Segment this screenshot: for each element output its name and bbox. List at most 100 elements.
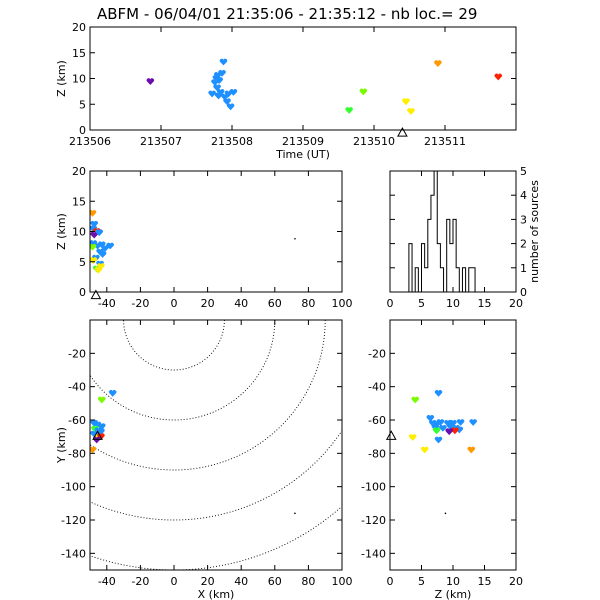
x-tick-label: 40 xyxy=(234,297,248,310)
x-tick-label: 60 xyxy=(268,575,282,588)
source-point xyxy=(226,103,235,111)
source-point xyxy=(436,419,445,426)
source-point xyxy=(95,229,103,237)
source-point xyxy=(90,240,98,247)
stray-point xyxy=(444,512,447,515)
y-tick-label: -100 xyxy=(61,481,86,494)
source-point xyxy=(97,428,105,436)
y-axis-label: Z (km) xyxy=(55,213,68,250)
source-point xyxy=(229,89,238,96)
source-point xyxy=(108,390,117,397)
source-point xyxy=(434,436,443,444)
source-point xyxy=(90,231,98,239)
range-ring xyxy=(90,429,342,521)
panel-x_y: -40 -20 0 20 40 60 80 100 -140 -120 -100 -80 -60 -40 -… xyxy=(55,319,353,600)
x-tick-label: -40 xyxy=(98,297,116,310)
x-tick-label: 213507 xyxy=(140,135,182,148)
y-tick-label: -60 xyxy=(68,414,86,427)
y-tick-label: 15 xyxy=(72,195,86,208)
station-marker xyxy=(92,430,103,440)
plot-area-histogram xyxy=(408,171,476,292)
x-tick-label: 20 xyxy=(201,297,215,310)
y-tick-label: -120 xyxy=(61,514,86,527)
x-tick-label: 60 xyxy=(268,297,282,310)
plot-area-x_z xyxy=(90,210,296,274)
y-axis-label: number of sources xyxy=(528,180,541,283)
source-point xyxy=(90,430,98,438)
plot-frame xyxy=(89,170,343,293)
source-point xyxy=(449,420,457,427)
x-tick-label: -40 xyxy=(98,575,116,588)
plot-frame xyxy=(389,319,517,571)
source-point xyxy=(93,436,101,444)
y-tick-label: -40 xyxy=(368,381,386,394)
source-point xyxy=(456,419,465,426)
x-tick-label: 40 xyxy=(234,575,248,588)
source-point xyxy=(467,446,475,454)
x-tick-label: 10 xyxy=(446,297,460,310)
panel-z_y: 0 5 10 15 20 -140 -120 -100 -80 -60 -40 -20 Z (km) xyxy=(361,319,523,600)
y-tick-label: -120 xyxy=(361,514,386,527)
y-tick-label: -60 xyxy=(368,414,386,427)
plot-frame xyxy=(89,319,343,571)
source-point xyxy=(223,98,231,106)
source-point xyxy=(432,427,441,435)
source-point xyxy=(101,245,109,252)
x-tick-label: 5 xyxy=(418,575,425,588)
source-point xyxy=(445,428,453,436)
source-point xyxy=(216,89,225,96)
x-tick-label: 213509 xyxy=(282,135,324,148)
y-tick-label: -140 xyxy=(361,547,386,560)
station-marker xyxy=(385,430,397,440)
x-tick-label: 15 xyxy=(478,297,492,310)
x-axis-label: Time (UT) xyxy=(275,148,330,161)
source-point xyxy=(208,90,216,98)
source-point xyxy=(431,424,440,431)
y-tick-label: 20 xyxy=(72,165,86,178)
source-point xyxy=(106,242,114,250)
source-point xyxy=(98,251,107,258)
y-tick-label: 0 xyxy=(79,124,86,137)
plot-area-x_y xyxy=(90,320,342,570)
x-tick-label: 213510 xyxy=(353,135,395,148)
source-point xyxy=(408,434,417,441)
x-tick-label: -20 xyxy=(131,297,149,310)
source-point xyxy=(446,423,455,431)
source-point xyxy=(98,396,106,404)
y-tick-label: -140 xyxy=(61,547,86,560)
plot-area-z_y xyxy=(408,390,477,515)
station-marker xyxy=(397,127,408,137)
x-tick-label: 0 xyxy=(387,297,394,310)
source-point xyxy=(434,390,443,397)
x-tick-label: 10 xyxy=(446,575,460,588)
y-tick-label: 4 xyxy=(520,189,527,202)
y-tick-label: 20 xyxy=(72,21,86,34)
source-point xyxy=(90,220,98,228)
source-point xyxy=(213,84,221,92)
x-axis-label: Z (km) xyxy=(435,588,472,600)
x-tick-label: 15 xyxy=(478,575,492,588)
x-axis-label: X (km) xyxy=(198,588,235,600)
stray-point xyxy=(294,512,296,515)
histogram-outline xyxy=(408,171,476,292)
y-tick-label: -100 xyxy=(361,481,386,494)
source-point xyxy=(90,243,97,251)
y-tick-label: 5 xyxy=(79,256,86,269)
source-point xyxy=(98,241,106,249)
x-tick-label: 80 xyxy=(301,297,315,310)
source-point xyxy=(90,257,98,264)
plot-area-time_z xyxy=(146,58,502,115)
y-tick-label: -40 xyxy=(68,381,86,394)
x-tick-label: 0 xyxy=(387,575,394,588)
y-tick-label: -20 xyxy=(368,347,386,360)
x-tick-label: 5 xyxy=(418,297,425,310)
x-tick-label: 100 xyxy=(332,297,353,310)
source-point xyxy=(439,425,447,432)
x-tick-label: 20 xyxy=(509,575,523,588)
x-tick-label: -20 xyxy=(131,575,149,588)
y-tick-label: -20 xyxy=(68,347,86,360)
y-tick-label: 15 xyxy=(72,47,86,60)
y-tick-label: 10 xyxy=(72,226,86,239)
panels: 213506 213507 213508 213509 213510 2135110510… xyxy=(55,21,541,600)
x-tick-label: 20 xyxy=(509,297,523,310)
